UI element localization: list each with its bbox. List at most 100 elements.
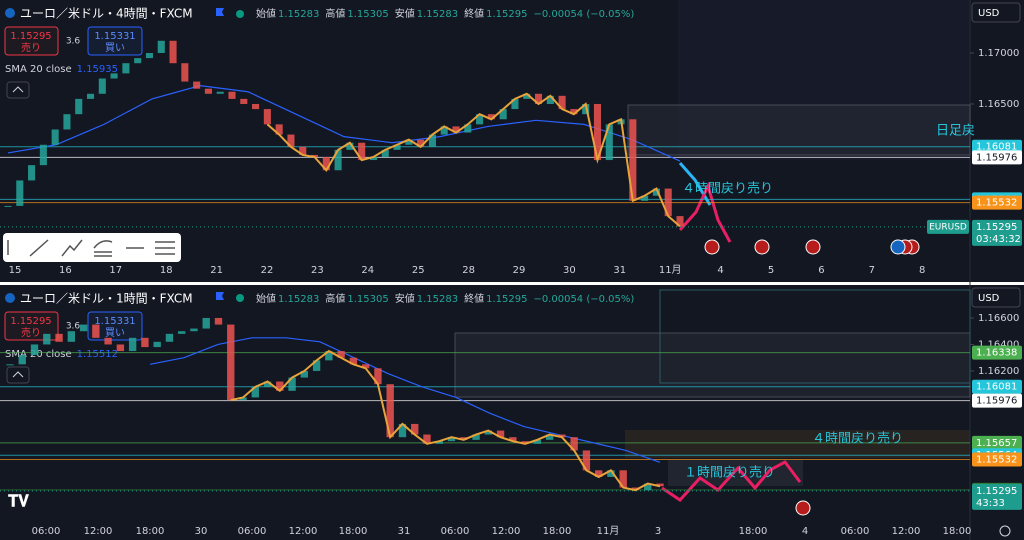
x-tick-label: 7 bbox=[869, 265, 875, 276]
candle bbox=[545, 434, 554, 440]
candle bbox=[98, 78, 106, 94]
x-tick-label: 12:00 bbox=[84, 526, 113, 537]
x-tick-label: 21 bbox=[210, 265, 223, 276]
candle bbox=[39, 144, 47, 166]
change: −0.00054 (−0.05%) bbox=[533, 294, 634, 305]
candle bbox=[227, 324, 235, 401]
price-tag bbox=[972, 195, 1022, 210]
sell-button[interactable] bbox=[4, 26, 59, 56]
x-tick-label: 24 bbox=[361, 265, 374, 276]
buy-button[interactable] bbox=[87, 26, 143, 56]
x-tick-label: 4 bbox=[717, 265, 723, 276]
ohlc-label: 安値 bbox=[395, 292, 415, 305]
price-tag-label: 1.15295 bbox=[976, 222, 1017, 233]
price-tag-label: 1.15532 bbox=[976, 198, 1017, 209]
toolbar-icons bbox=[7, 239, 175, 257]
svg-text:𝐓𝐕: 𝐓𝐕 bbox=[8, 492, 29, 511]
candle bbox=[417, 139, 425, 147]
candle bbox=[460, 437, 468, 440]
price-tag bbox=[972, 393, 1022, 408]
chart-title: ユーロ／米ドル・1時間・FXCM bbox=[20, 292, 193, 306]
candle bbox=[202, 317, 210, 329]
candle bbox=[141, 337, 149, 348]
ohlc-label: 高値 bbox=[325, 7, 345, 20]
sell-button[interactable] bbox=[4, 311, 59, 341]
buy-button[interactable] bbox=[87, 311, 143, 341]
candle bbox=[16, 180, 24, 206]
ohlc-value: 1.15305 bbox=[347, 9, 388, 20]
zone bbox=[627, 104, 971, 156]
x-tick-label: 22 bbox=[261, 265, 274, 276]
candle bbox=[664, 188, 672, 217]
sma-value: 1.15512 bbox=[77, 349, 118, 360]
zone bbox=[659, 289, 971, 384]
price-tag bbox=[972, 345, 1022, 360]
sma-line bbox=[7, 85, 681, 162]
candle bbox=[30, 344, 39, 356]
projection bbox=[661, 460, 802, 502]
candle bbox=[67, 331, 75, 342]
collapse-button[interactable] bbox=[6, 366, 30, 384]
x-tick-label: 6 bbox=[818, 265, 824, 276]
candle bbox=[386, 384, 394, 438]
sell-label: 売り bbox=[21, 326, 41, 339]
candle bbox=[251, 386, 259, 398]
x-tick-label: 17 bbox=[109, 265, 122, 276]
x-tick-label: 31 bbox=[398, 526, 411, 537]
candle bbox=[676, 216, 684, 227]
currency-button[interactable] bbox=[971, 287, 1021, 308]
buy-price: 1.15331 bbox=[94, 316, 135, 327]
candle bbox=[128, 337, 137, 352]
currency-button[interactable] bbox=[971, 2, 1021, 23]
candle bbox=[228, 91, 236, 99]
x-tick-label: 12:00 bbox=[492, 526, 521, 537]
candle bbox=[509, 437, 517, 442]
x-tick-label: 11月 bbox=[597, 525, 620, 537]
candle bbox=[570, 437, 578, 451]
zone bbox=[454, 332, 971, 398]
candle bbox=[496, 430, 505, 438]
candle bbox=[275, 124, 283, 135]
x-tick-label: 06:00 bbox=[238, 526, 267, 537]
y-tick-label: 1.16400 bbox=[978, 339, 1019, 350]
candle bbox=[381, 149, 389, 157]
x-tick-label: 18:00 bbox=[943, 526, 972, 537]
x-tick-label: 18:00 bbox=[339, 526, 368, 537]
price-tag bbox=[972, 150, 1022, 165]
x-tick-label: 18:00 bbox=[136, 526, 165, 537]
annotation: 日足戻 bbox=[936, 124, 975, 139]
candle bbox=[263, 381, 272, 387]
sell-label: 売り bbox=[21, 41, 41, 54]
candle bbox=[337, 351, 345, 358]
annotation: １時間戻り売り bbox=[684, 465, 775, 481]
candle bbox=[511, 98, 519, 110]
x-tick-label: 30 bbox=[195, 526, 208, 537]
candle bbox=[523, 93, 531, 99]
price-tag-label: 1.15295 bbox=[976, 486, 1017, 497]
candle bbox=[570, 109, 578, 115]
change: −0.00054 (−0.05%) bbox=[533, 9, 634, 20]
drawing-toolbar[interactable] bbox=[3, 233, 181, 262]
candle bbox=[288, 377, 296, 391]
price-tag-label: 1.15532 bbox=[976, 454, 1017, 465]
candle bbox=[153, 341, 161, 348]
candle bbox=[558, 95, 566, 110]
candle bbox=[487, 114, 495, 120]
price-tag-label: 1.15657 bbox=[976, 438, 1017, 449]
zigzag bbox=[230, 349, 661, 492]
price-tag bbox=[972, 452, 1022, 467]
x-tick-label: 18:00 bbox=[543, 526, 572, 537]
x-tick-label: 31 bbox=[613, 265, 626, 276]
price-tag-label: 1.15976 bbox=[976, 396, 1017, 407]
collapse-button[interactable] bbox=[6, 81, 30, 99]
projection bbox=[678, 162, 712, 206]
candle bbox=[28, 165, 36, 181]
candle bbox=[86, 93, 95, 99]
candle bbox=[652, 188, 660, 196]
candle bbox=[428, 134, 436, 147]
symbol-tag-label: EURUSD bbox=[929, 222, 967, 232]
price-tag bbox=[972, 219, 1022, 246]
candle bbox=[134, 58, 142, 64]
ohlc-label: 安値 bbox=[395, 7, 415, 20]
candle bbox=[476, 114, 484, 125]
